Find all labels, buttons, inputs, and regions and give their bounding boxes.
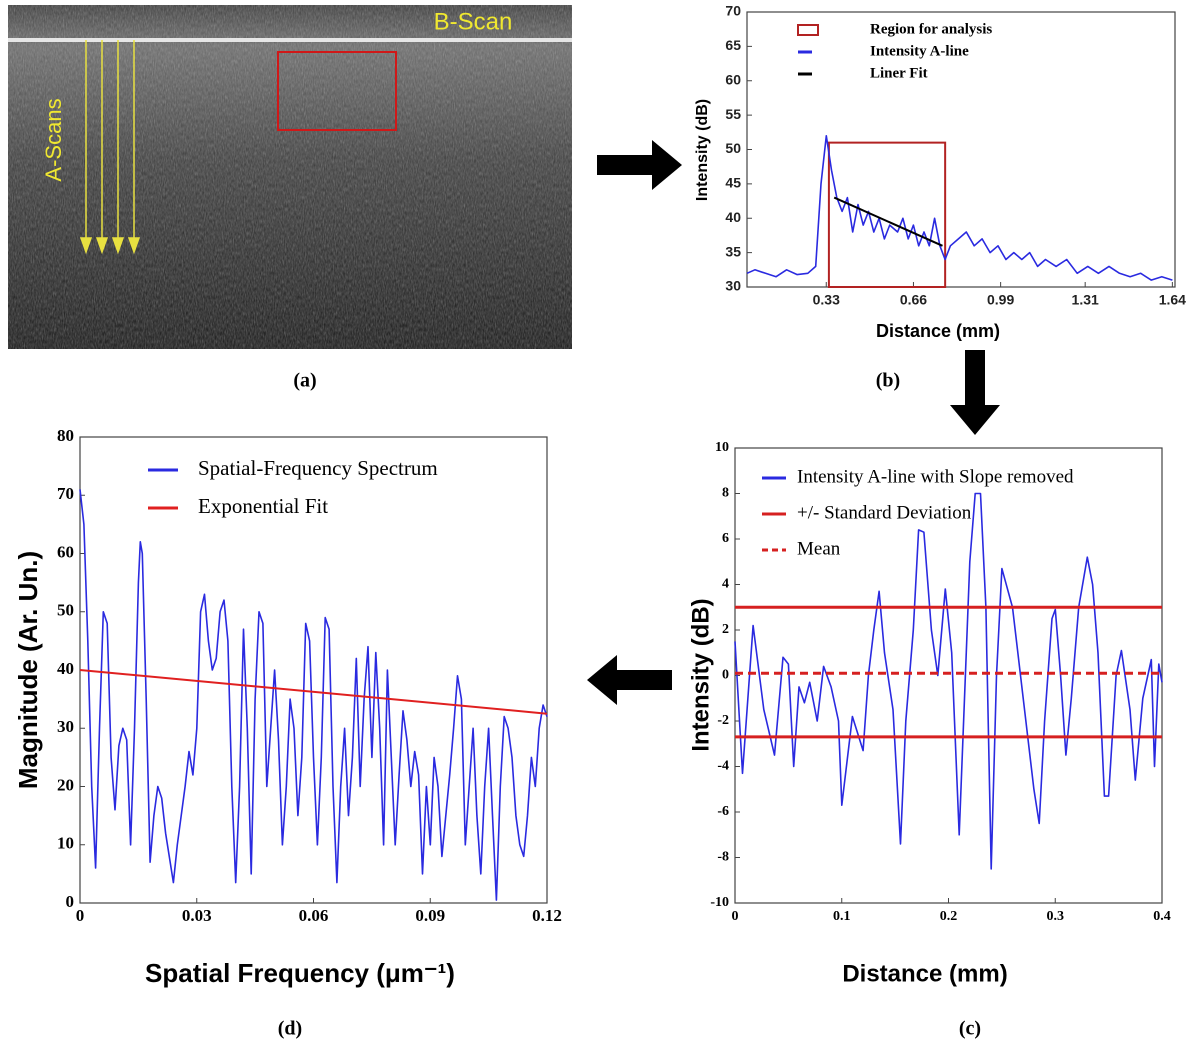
legend-label: Mean — [797, 538, 841, 559]
legend-label: Region for analysis — [870, 21, 992, 37]
legend-marker — [797, 24, 819, 36]
y-tick-label: -4 — [717, 759, 729, 774]
y-axis-title: Intensity (dB) — [694, 99, 711, 201]
a-scans-label: A-Scans — [41, 98, 66, 181]
y-tick-label: 80 — [57, 426, 74, 445]
data-line — [79, 669, 548, 715]
y-tick-label: 40 — [57, 659, 74, 678]
y-tick-label: 50 — [57, 601, 74, 620]
data-line — [833, 196, 943, 247]
x-tick-label: 0.03 — [182, 906, 212, 925]
x-tick-label: 0.1 — [833, 909, 851, 924]
y-tick-label: 0 — [722, 668, 729, 683]
legend-label: Exponential Fit — [198, 494, 328, 518]
legend-label: +/- Standard Deviation — [797, 502, 972, 523]
x-tick-label: 1.64 — [1159, 292, 1186, 308]
x-tick-label: 0.06 — [299, 906, 329, 925]
panel-label: (d) — [278, 1018, 302, 1040]
y-tick-label: 30 — [725, 278, 741, 294]
x-tick-label: 0.33 — [813, 292, 840, 308]
x-tick-label: 0 — [76, 906, 85, 925]
b-scan-image: B-Scan A-Scans — [8, 5, 572, 349]
x-tick-label: 0.3 — [1047, 909, 1065, 924]
x-tick-label: 1.31 — [1072, 292, 1099, 308]
panel-label: (c) — [959, 1018, 981, 1040]
y-axis-title: Magnitude (Ar. Un.) — [13, 551, 43, 789]
plot-frame — [746, 11, 1176, 288]
y-tick-label: 35 — [725, 243, 741, 259]
data-line — [79, 489, 548, 901]
y-tick-label: 6 — [722, 531, 729, 546]
legend-label: Intensity A-line — [870, 43, 969, 59]
x-tick-label: 0.2 — [940, 909, 958, 924]
legend-label: Liner Fit — [870, 65, 928, 81]
data-line — [734, 492, 1163, 870]
a-scan-arrows — [79, 40, 141, 255]
panel-label: (b) — [876, 370, 900, 392]
y-tick-label: 10 — [57, 834, 74, 853]
b-scan-label: B-Scan — [434, 8, 513, 35]
y-tick-label: 70 — [57, 484, 74, 503]
y-tick-label: 40 — [725, 209, 741, 225]
x-tick-label: 0.12 — [532, 906, 562, 925]
y-tick-label: 8 — [722, 486, 729, 501]
y-tick-label: -8 — [717, 850, 729, 865]
y-tick-label: 55 — [725, 106, 741, 122]
y-tick-label: 4 — [722, 577, 729, 592]
legend-label: Intensity A-line with Slope removed — [797, 466, 1074, 487]
flow-arrow — [597, 140, 682, 190]
y-tick-label: -10 — [710, 895, 729, 910]
y-tick-label: 30 — [57, 717, 74, 736]
y-tick-label: 60 — [725, 71, 741, 87]
data-line — [746, 135, 1173, 281]
y-tick-label: 0 — [66, 892, 75, 911]
x-tick-label: 0.4 — [1153, 909, 1171, 924]
y-axis-title: Intensity (dB) — [687, 598, 714, 751]
x-tick-label: 0 — [732, 909, 739, 924]
x-tick-label: 0.09 — [415, 906, 445, 925]
legend-label: Spatial-Frequency Spectrum — [198, 456, 438, 480]
y-tick-label: 70 — [725, 3, 741, 19]
x-axis-title: Spatial Frequency (μm⁻¹) — [145, 958, 455, 988]
y-tick-label: 2 — [722, 622, 729, 637]
y-tick-label: 20 — [57, 775, 74, 794]
plot-frame — [79, 436, 548, 904]
y-tick-label: -2 — [717, 713, 729, 728]
plot-frame — [734, 447, 1163, 904]
y-tick-label: 50 — [725, 140, 741, 156]
flow-arrow — [587, 655, 672, 705]
analysis-region — [827, 141, 947, 288]
y-tick-label: 65 — [725, 37, 741, 53]
y-tick-label: 60 — [57, 542, 74, 561]
x-axis-title: Distance (mm) — [876, 321, 1000, 341]
x-tick-label: 0.99 — [987, 292, 1014, 308]
roi-box — [277, 51, 397, 131]
panel-label: (a) — [293, 370, 316, 392]
y-tick-label: 10 — [715, 440, 729, 455]
x-tick-label: 0.66 — [900, 292, 927, 308]
x-axis-title: Distance (mm) — [842, 960, 1007, 987]
y-tick-label: 45 — [725, 175, 741, 191]
y-tick-label: -6 — [717, 804, 729, 819]
flow-arrow — [950, 350, 1000, 435]
